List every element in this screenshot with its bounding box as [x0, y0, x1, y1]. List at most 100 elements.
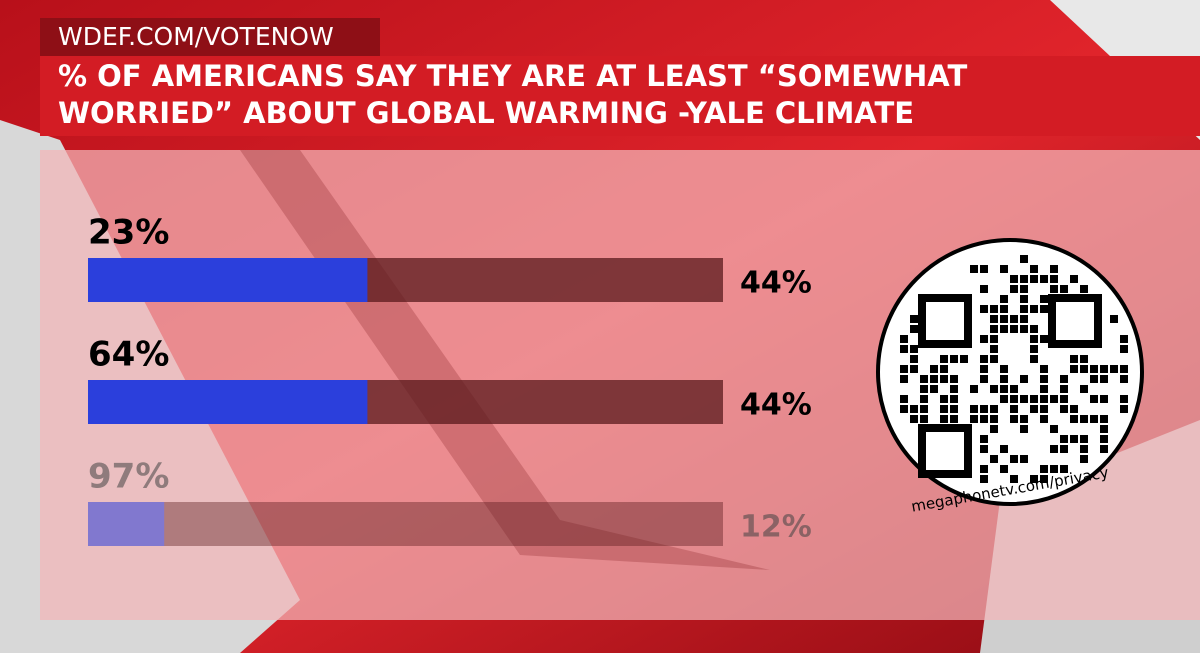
- qr-dot: [1120, 395, 1128, 403]
- qr-dot: [1050, 445, 1058, 453]
- qr-dot: [980, 265, 988, 273]
- qr-dot: [1020, 305, 1028, 313]
- qr-dot: [950, 415, 958, 423]
- qr-dot: [920, 395, 928, 403]
- bar: [88, 258, 368, 302]
- option-label: 97%: [88, 457, 169, 497]
- qr-dot: [1020, 375, 1028, 383]
- poll-row: 23% 44%: [88, 213, 812, 302]
- qr-dot: [1000, 325, 1008, 333]
- qr-dot: [1060, 465, 1068, 473]
- qr-finder: [1048, 294, 1102, 348]
- title-line: % OF AMERICANS SAY THEY ARE AT LEAST “SO…: [58, 59, 967, 93]
- qr-dot: [1100, 445, 1108, 453]
- qr-dot: [940, 375, 948, 383]
- qr-dot: [1120, 405, 1128, 413]
- qr-dot: [1020, 255, 1028, 263]
- qr-dot: [1040, 335, 1048, 343]
- qr-dot: [1040, 365, 1048, 373]
- qr-dot: [1000, 295, 1008, 303]
- qr-dot: [990, 385, 998, 393]
- qr-dot: [1070, 355, 1078, 363]
- qr-dot: [1040, 475, 1048, 483]
- qr-dot: [1090, 395, 1098, 403]
- bar: [88, 502, 165, 546]
- qr-dot: [1040, 395, 1048, 403]
- qr-dot: [940, 355, 948, 363]
- qr-dot: [1110, 315, 1118, 323]
- qr-dot: [1090, 375, 1098, 383]
- qr-dot: [1090, 365, 1098, 373]
- qr-dot: [950, 375, 958, 383]
- qr-dot: [920, 375, 928, 383]
- qr-dot: [930, 365, 938, 373]
- qr-dot: [900, 345, 908, 353]
- qr-dot: [990, 355, 998, 363]
- qr-dot: [910, 325, 918, 333]
- qr-dot: [1100, 395, 1108, 403]
- qr-dot: [980, 355, 988, 363]
- qr-dot: [1030, 405, 1038, 413]
- qr-dot: [1030, 325, 1038, 333]
- qr-dot: [950, 405, 958, 413]
- qr-dot: [900, 405, 908, 413]
- qr-dot: [1060, 285, 1068, 293]
- qr-dot: [1080, 365, 1088, 373]
- qr-dot: [1040, 405, 1048, 413]
- qr-dot: [990, 455, 998, 463]
- qr-dot: [940, 365, 948, 373]
- qr-dot: [1010, 455, 1018, 463]
- qr-dot: [1010, 415, 1018, 423]
- qr-dot: [980, 285, 988, 293]
- option-label: 64%: [88, 335, 169, 375]
- qr-dot: [1030, 475, 1038, 483]
- qr-dot: [930, 385, 938, 393]
- qr-dot: [970, 265, 978, 273]
- qr-dot: [970, 405, 978, 413]
- qr-code: megaphonetv.com/privacy: [876, 238, 1144, 516]
- qr-dot: [1080, 355, 1088, 363]
- qr-dot: [990, 335, 998, 343]
- qr-dot: [1020, 395, 1028, 403]
- qr-dot: [1050, 465, 1058, 473]
- qr-dot: [1060, 405, 1068, 413]
- qr-dot: [1050, 285, 1058, 293]
- qr-dot: [1060, 445, 1068, 453]
- qr-dot: [1000, 315, 1008, 323]
- qr-dot: [1100, 435, 1108, 443]
- qr-dot: [1030, 335, 1038, 343]
- qr-dot: [1050, 265, 1058, 273]
- qr-dot: [1030, 305, 1038, 313]
- qr-dot: [950, 395, 958, 403]
- qr-dot: [1000, 385, 1008, 393]
- qr-dot: [990, 345, 998, 353]
- qr-dot: [1010, 285, 1018, 293]
- qr-dot: [980, 375, 988, 383]
- qr-dot: [910, 345, 918, 353]
- qr-dot: [900, 365, 908, 373]
- qr-dot: [1000, 365, 1008, 373]
- qr-dot: [1080, 435, 1088, 443]
- qr-dot: [1040, 275, 1048, 283]
- qr-dot: [1000, 445, 1008, 453]
- qr-dot: [980, 465, 988, 473]
- qr-dot: [1010, 385, 1018, 393]
- qr-dot: [1040, 385, 1048, 393]
- qr-dot: [900, 375, 908, 383]
- qr-dot: [1030, 355, 1038, 363]
- qr-dot: [1120, 335, 1128, 343]
- qr-dot: [930, 375, 938, 383]
- qr-dot: [990, 425, 998, 433]
- qr-dot: [1030, 265, 1038, 273]
- qr-dot: [1120, 345, 1128, 353]
- qr-finder: [918, 294, 972, 348]
- qr-dot: [1080, 415, 1088, 423]
- qr-dot: [1080, 285, 1088, 293]
- qr-dot: [980, 445, 988, 453]
- qr-dot: [1110, 365, 1118, 373]
- title-line: WORRIED” ABOUT GLOBAL WARMING -YALE CLIM…: [58, 96, 914, 130]
- qr-dot: [1060, 435, 1068, 443]
- qr-dot: [1040, 415, 1048, 423]
- qr-dot: [1100, 375, 1108, 383]
- site-box: [40, 18, 380, 56]
